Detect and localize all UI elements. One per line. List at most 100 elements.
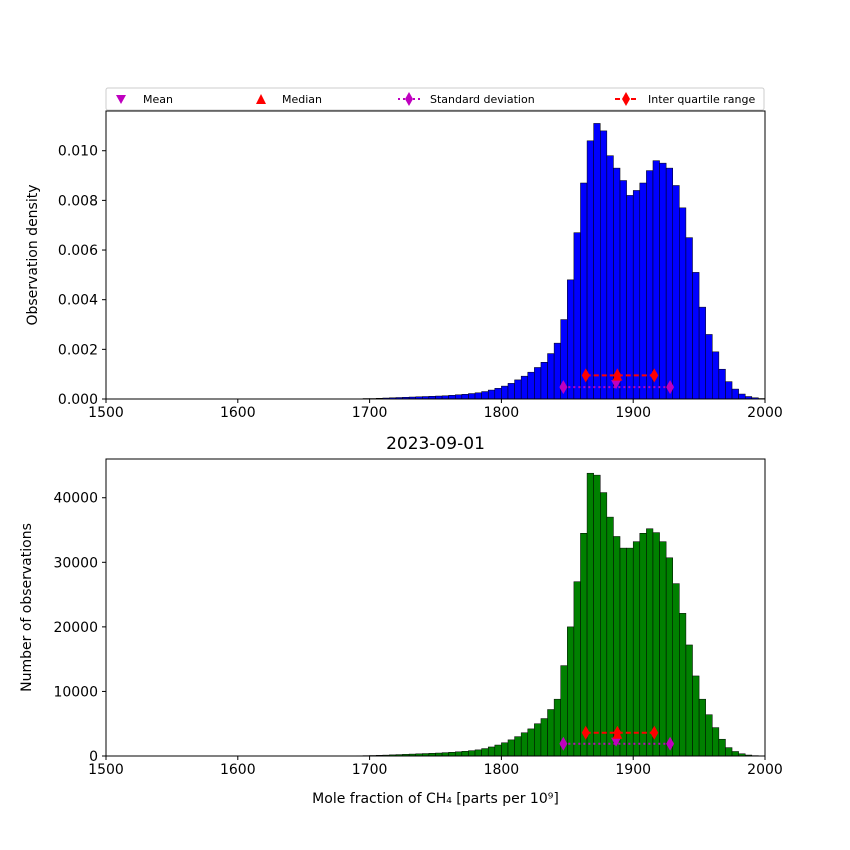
histogram-bar (501, 385, 509, 400)
histogram-bar (540, 718, 548, 757)
histogram-bar (487, 746, 496, 757)
legend: Mean Median Standard deviation Inter qua… (105, 87, 765, 111)
density-histogram-panel: 1500 1600 1700 1800 1900 2000 0.000 0.002 0.004 0… (25, 110, 783, 421)
x-tick-label: 1900 (615, 405, 651, 421)
histogram-bar (573, 581, 581, 757)
histogram-bar (455, 751, 463, 757)
x-tick-label: 1600 (220, 762, 256, 778)
legend-median-marker (256, 94, 266, 104)
histogram-bar (606, 516, 614, 757)
median-marker (612, 729, 623, 739)
histogram-bar (665, 557, 673, 757)
histogram-bar (514, 379, 522, 400)
histogram-bar (593, 474, 601, 757)
iqr-marker (650, 725, 659, 740)
histogram-bar (573, 232, 581, 400)
histogram-bar (619, 547, 627, 757)
histogram-bar (632, 190, 641, 400)
histogram-bar (586, 472, 594, 757)
histogram-bar (580, 182, 588, 400)
x-axis-label: Mole fraction of CH₄ [parts per 10⁹] (312, 791, 559, 807)
histogram-bar (501, 742, 509, 757)
histogram-bar (652, 160, 660, 400)
x-tick-label: 1500 (88, 762, 124, 778)
histogram-bar (481, 748, 489, 757)
histogram-bar (534, 723, 542, 757)
histogram-bar (712, 727, 720, 757)
histogram-bar (481, 391, 489, 400)
std-marker (666, 736, 675, 751)
histogram-bar (698, 698, 706, 757)
histogram-bar (639, 182, 647, 400)
histogram-bar (626, 195, 634, 400)
chart-title: 2023-09-01 (386, 434, 485, 454)
count-histogram-panel: 1500 1600 1700 1800 1900 20000100002000030000… (19, 434, 783, 807)
y-tick-label: 0 (89, 749, 98, 765)
legend-iqr-label: Inter quartile range (648, 93, 755, 106)
y-tick-label: 0.006 (58, 243, 98, 259)
histogram-bar (725, 381, 733, 400)
histogram-bar (652, 532, 660, 757)
histogram-bar (448, 752, 456, 757)
median-marker (612, 371, 623, 381)
iqr-marker (650, 368, 659, 383)
histogram-bar (448, 395, 456, 400)
histogram-bar (639, 533, 647, 757)
y-tick-label: 0.008 (58, 193, 98, 209)
histogram-bar (613, 167, 621, 400)
legend-iqr-marker (622, 92, 630, 106)
legend-std-label: Standard deviation (430, 93, 535, 106)
iqr-marker (581, 725, 590, 740)
y-tick-label: 20000 (53, 620, 98, 636)
histogram-bar (507, 383, 515, 400)
histogram-bar (494, 388, 502, 400)
std-marker (559, 380, 568, 395)
legend-std-marker (405, 92, 413, 106)
histogram-bar (606, 155, 614, 400)
histogram-bar (725, 747, 733, 757)
histogram-bar (718, 738, 726, 757)
axes-frame (105, 110, 766, 400)
y-axis-label: Observation density (25, 184, 41, 325)
y-tick-label: 0.002 (58, 342, 98, 358)
histogram-bar (685, 644, 693, 757)
axes-frame (105, 458, 766, 757)
histogram-bar (534, 367, 542, 400)
histogram-bar (520, 732, 529, 757)
histogram-bar (553, 342, 561, 400)
histogram-bar (461, 394, 469, 400)
histogram-bar (586, 140, 594, 400)
y-tick-label: 40000 (53, 491, 98, 507)
y-tick-label: 30000 (53, 555, 98, 571)
histogram-bar (547, 709, 555, 757)
std-marker (559, 736, 568, 751)
histogram-bar (619, 180, 627, 400)
x-tick-label: 1800 (484, 762, 520, 778)
histogram-bar (474, 749, 482, 757)
histogram-bar (659, 162, 667, 400)
histogram-bar (646, 528, 654, 757)
histogram-bar (455, 394, 463, 400)
histogram-bar (547, 353, 555, 400)
x-tick-label: 1700 (352, 762, 388, 778)
histogram-bar (672, 185, 680, 400)
x-tick-label: 1500 (88, 405, 124, 421)
histogram-bar (593, 123, 601, 400)
legend-mean-marker (116, 95, 126, 104)
histogram-bar (567, 279, 575, 400)
x-tick-label: 1900 (615, 762, 651, 778)
legend-median-label: Median (282, 93, 322, 106)
histogram-bar (712, 351, 720, 400)
histogram-bar (731, 751, 739, 757)
histogram-bar (600, 492, 608, 757)
histogram-bar (626, 547, 634, 757)
y-tick-label: 0.010 (58, 144, 98, 160)
histogram-bar (659, 541, 667, 757)
histogram-bar (672, 583, 680, 757)
histogram-bar (600, 130, 608, 400)
histogram-bar (679, 613, 687, 757)
x-tick-label: 1800 (484, 405, 520, 421)
histogram-bar (494, 744, 502, 757)
histogram-bar (567, 626, 575, 757)
